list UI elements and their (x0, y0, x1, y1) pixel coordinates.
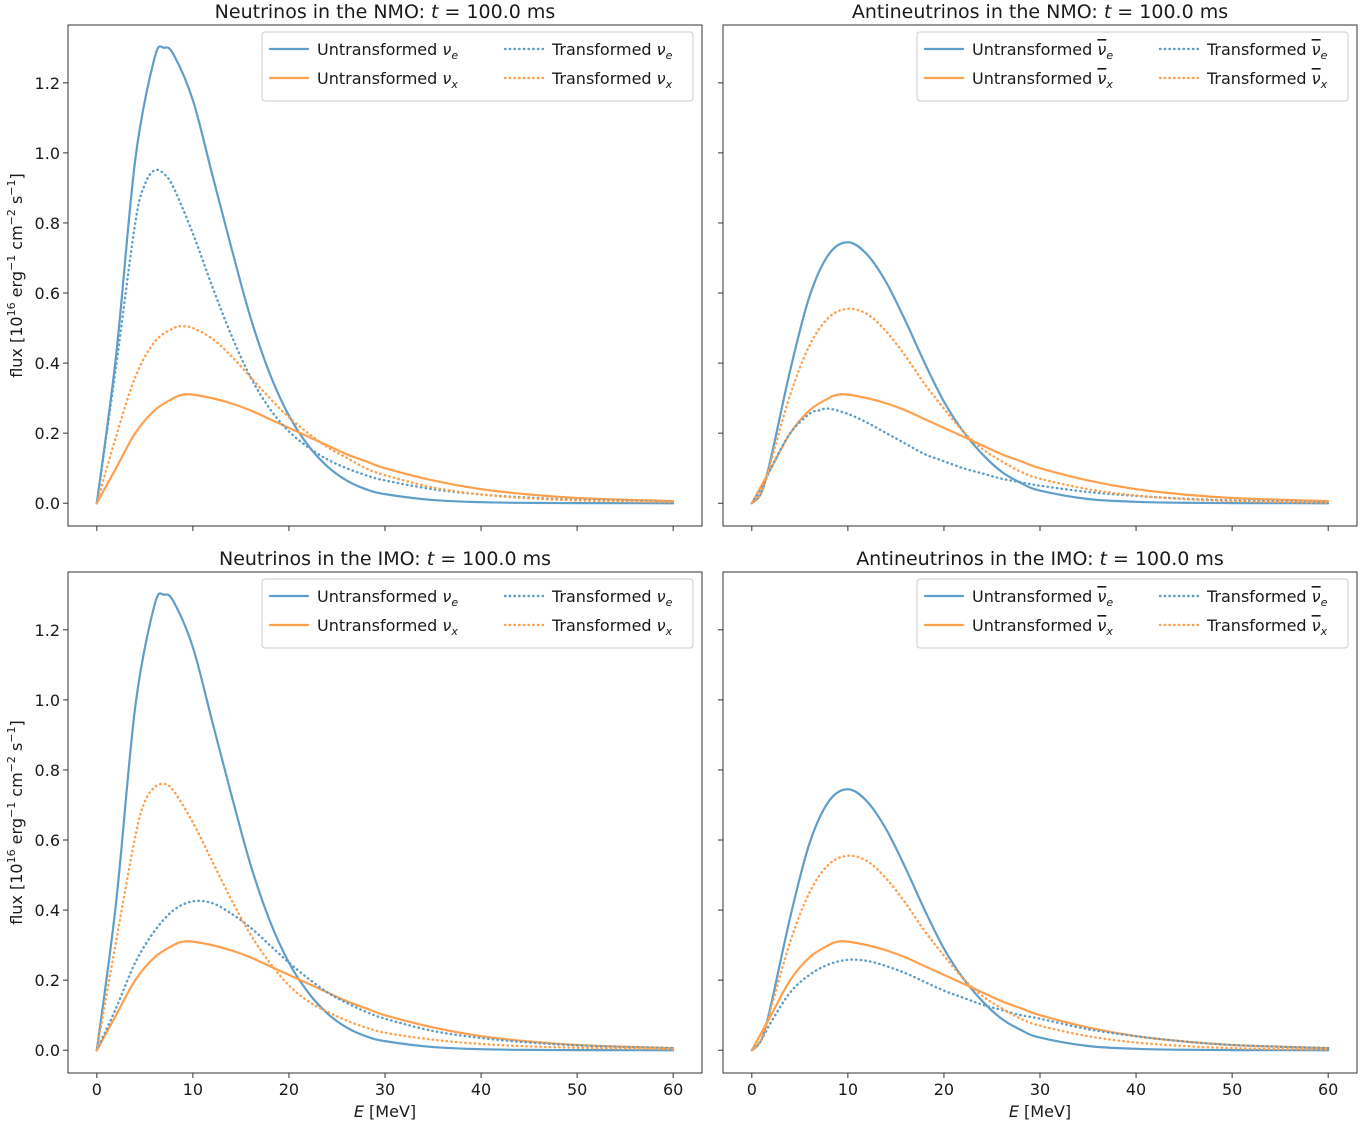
legend-label: Transformed νe (551, 40, 673, 62)
legend-label: Untransformed νe (972, 40, 1113, 62)
y-tick-label: 1.2 (35, 621, 60, 640)
y-tick-label: 0.8 (35, 214, 60, 233)
series-line (95, 782, 675, 1052)
legend: Untransformed νe Untransformed νx Transfor… (916, 31, 1349, 102)
legend-frame (261, 31, 694, 102)
chart-panel-anu-nmo: Antineutrinos in the NMO: t = 100.0 ms Un… (718, 1, 1358, 531)
y-tick-label: 1.2 (35, 74, 60, 93)
chart-panel-nu-nmo: 0.0 0.2 0.4 0.6 0.8 1.0 1.2 Neutrinos in the NM… (5, 1, 703, 531)
series-line (95, 940, 675, 1052)
y-tick-label: 0.0 (35, 494, 60, 513)
series-line (95, 592, 675, 1052)
y-axis-label: flux [1016 erg−1 cm−2 s−1] (5, 173, 26, 378)
chart-title: Neutrinos in the IMO: t = 100.0 ms (219, 548, 551, 570)
legend-label: Transformed νe (1206, 40, 1328, 62)
legend-frame (916, 578, 1349, 649)
x-tick-label: 30 (375, 1080, 395, 1099)
legend-label: Untransformed νx (972, 616, 1113, 638)
plot-area (67, 571, 703, 1074)
x-tick-label: 10 (183, 1080, 203, 1099)
plot-area (722, 571, 1358, 1074)
legend-label: Untransformed νx (317, 69, 458, 91)
x-axis-label: E [MeV] (354, 1102, 416, 1121)
x-tick-label: 10 (838, 1080, 858, 1099)
plot-area (67, 24, 703, 527)
legend-frame (261, 578, 694, 649)
legend-label: Untransformed νx (317, 616, 458, 638)
y-tick-label: 0.0 (35, 1041, 60, 1060)
legend-label: Untransformed νe (317, 40, 458, 62)
y-tick-label: 0.4 (35, 901, 60, 920)
series-line (750, 307, 1330, 505)
chart-title: Antineutrinos in the NMO: t = 100.0 ms (852, 1, 1228, 23)
legend-label: Untransformed νe (317, 587, 458, 609)
series-line (95, 324, 675, 505)
chart-title: Neutrinos in the NMO: t = 100.0 ms (215, 1, 556, 23)
series-line (750, 788, 1330, 1052)
x-tick-label: 40 (1126, 1080, 1146, 1099)
y-tick-label: 0.6 (35, 831, 60, 850)
plot-area (722, 24, 1358, 527)
x-tick-label: 50 (567, 1080, 587, 1099)
chart-panel-anu-imo: 0 10 20 30 40 50 60 Antineutrinos in the IMO: t… (718, 548, 1358, 1121)
series-line (750, 241, 1330, 505)
series-line (95, 45, 675, 505)
x-axis-label: E [MeV] (1009, 1102, 1071, 1121)
legend-label: Transformed νx (1206, 616, 1328, 638)
legend: Untransformed νe Untransformed νx Transfor… (261, 578, 694, 649)
legend-label: Transformed νx (551, 616, 673, 638)
legend-label: Transformed νe (1206, 587, 1328, 609)
x-tick-label: 20 (279, 1080, 299, 1099)
y-tick-label: 0.8 (35, 761, 60, 780)
legend-label: Untransformed νe (972, 587, 1113, 609)
x-tick-label: 0 (747, 1080, 757, 1099)
y-tick-label: 0.4 (35, 354, 60, 373)
series-line (95, 393, 675, 505)
legend: Untransformed νe Untransformed νx Transfor… (261, 31, 694, 102)
y-tick-label: 0.2 (35, 971, 60, 990)
chart-panel-nu-imo: 0 10 20 30 40 50 60 0.0 0.2 0.4 0.6 0.8 1.0 1.2 Neutri… (5, 548, 703, 1121)
x-tick-label: 60 (1318, 1080, 1338, 1099)
x-tick-label: 20 (934, 1080, 954, 1099)
y-tick-label: 1.0 (35, 691, 60, 710)
y-tick-label: 0.6 (35, 284, 60, 303)
legend-label: Transformed νx (1206, 69, 1328, 91)
legend-label: Transformed νx (551, 69, 673, 91)
legend-label: Transformed νe (551, 587, 673, 609)
series-line (750, 393, 1330, 505)
x-tick-label: 60 (663, 1080, 683, 1099)
legend-frame (916, 31, 1349, 102)
x-tick-label: 0 (92, 1080, 102, 1099)
y-tick-label: 0.2 (35, 424, 60, 443)
x-tick-label: 40 (471, 1080, 491, 1099)
series-line (750, 854, 1330, 1052)
y-axis-label: flux [1016 erg−1 cm−2 s−1] (5, 720, 26, 925)
chart-title: Antineutrinos in the IMO: t = 100.0 ms (856, 548, 1224, 570)
x-tick-label: 50 (1222, 1080, 1242, 1099)
series-line (750, 407, 1330, 505)
legend-label: Untransformed νx (972, 69, 1113, 91)
x-tick-label: 30 (1030, 1080, 1050, 1099)
legend: Untransformed νe Untransformed νx Transfor… (916, 578, 1349, 649)
y-tick-label: 1.0 (35, 144, 60, 163)
series-line (750, 958, 1330, 1052)
